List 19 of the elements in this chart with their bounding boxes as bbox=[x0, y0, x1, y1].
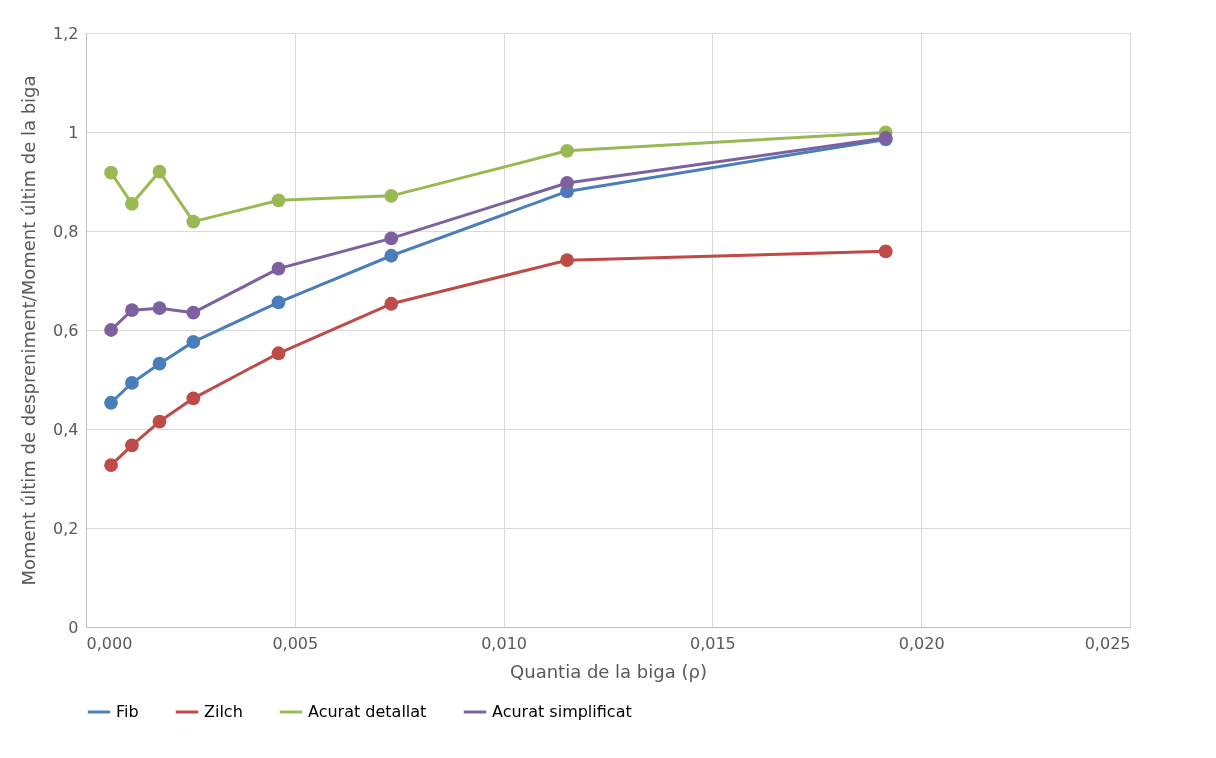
y-tick-label: 0 bbox=[68, 617, 79, 637]
x-tick-label: 0,005 bbox=[272, 633, 319, 653]
y-axis-title: Moment últim de despreniment/Moment últim de la biga bbox=[18, 75, 40, 586]
legend-label: Acurat detallat bbox=[308, 702, 427, 721]
y-tick-label: 0,6 bbox=[53, 320, 79, 340]
x-tick-label: 0,020 bbox=[898, 633, 945, 653]
y-tick-label: 0,2 bbox=[53, 518, 79, 538]
y-tick-label: 0,4 bbox=[53, 419, 79, 439]
x-tick-label: 0,010 bbox=[481, 633, 528, 653]
x-tick-label: 0,000 bbox=[86, 633, 133, 653]
y-tick-label: 1,2 bbox=[53, 23, 79, 43]
legend-label: Zilch bbox=[204, 702, 243, 721]
y-tick-label: 0,8 bbox=[53, 221, 79, 241]
x-axis-title: Quantia de la biga (ρ) bbox=[510, 660, 707, 682]
x-tick-label: 0,015 bbox=[689, 633, 736, 653]
y-tick-label: 1 bbox=[68, 122, 79, 142]
x-tick-label: 0,025 bbox=[1084, 633, 1131, 653]
legend-label: Fib bbox=[116, 702, 139, 721]
legend-label: Acurat simplificat bbox=[492, 702, 632, 721]
